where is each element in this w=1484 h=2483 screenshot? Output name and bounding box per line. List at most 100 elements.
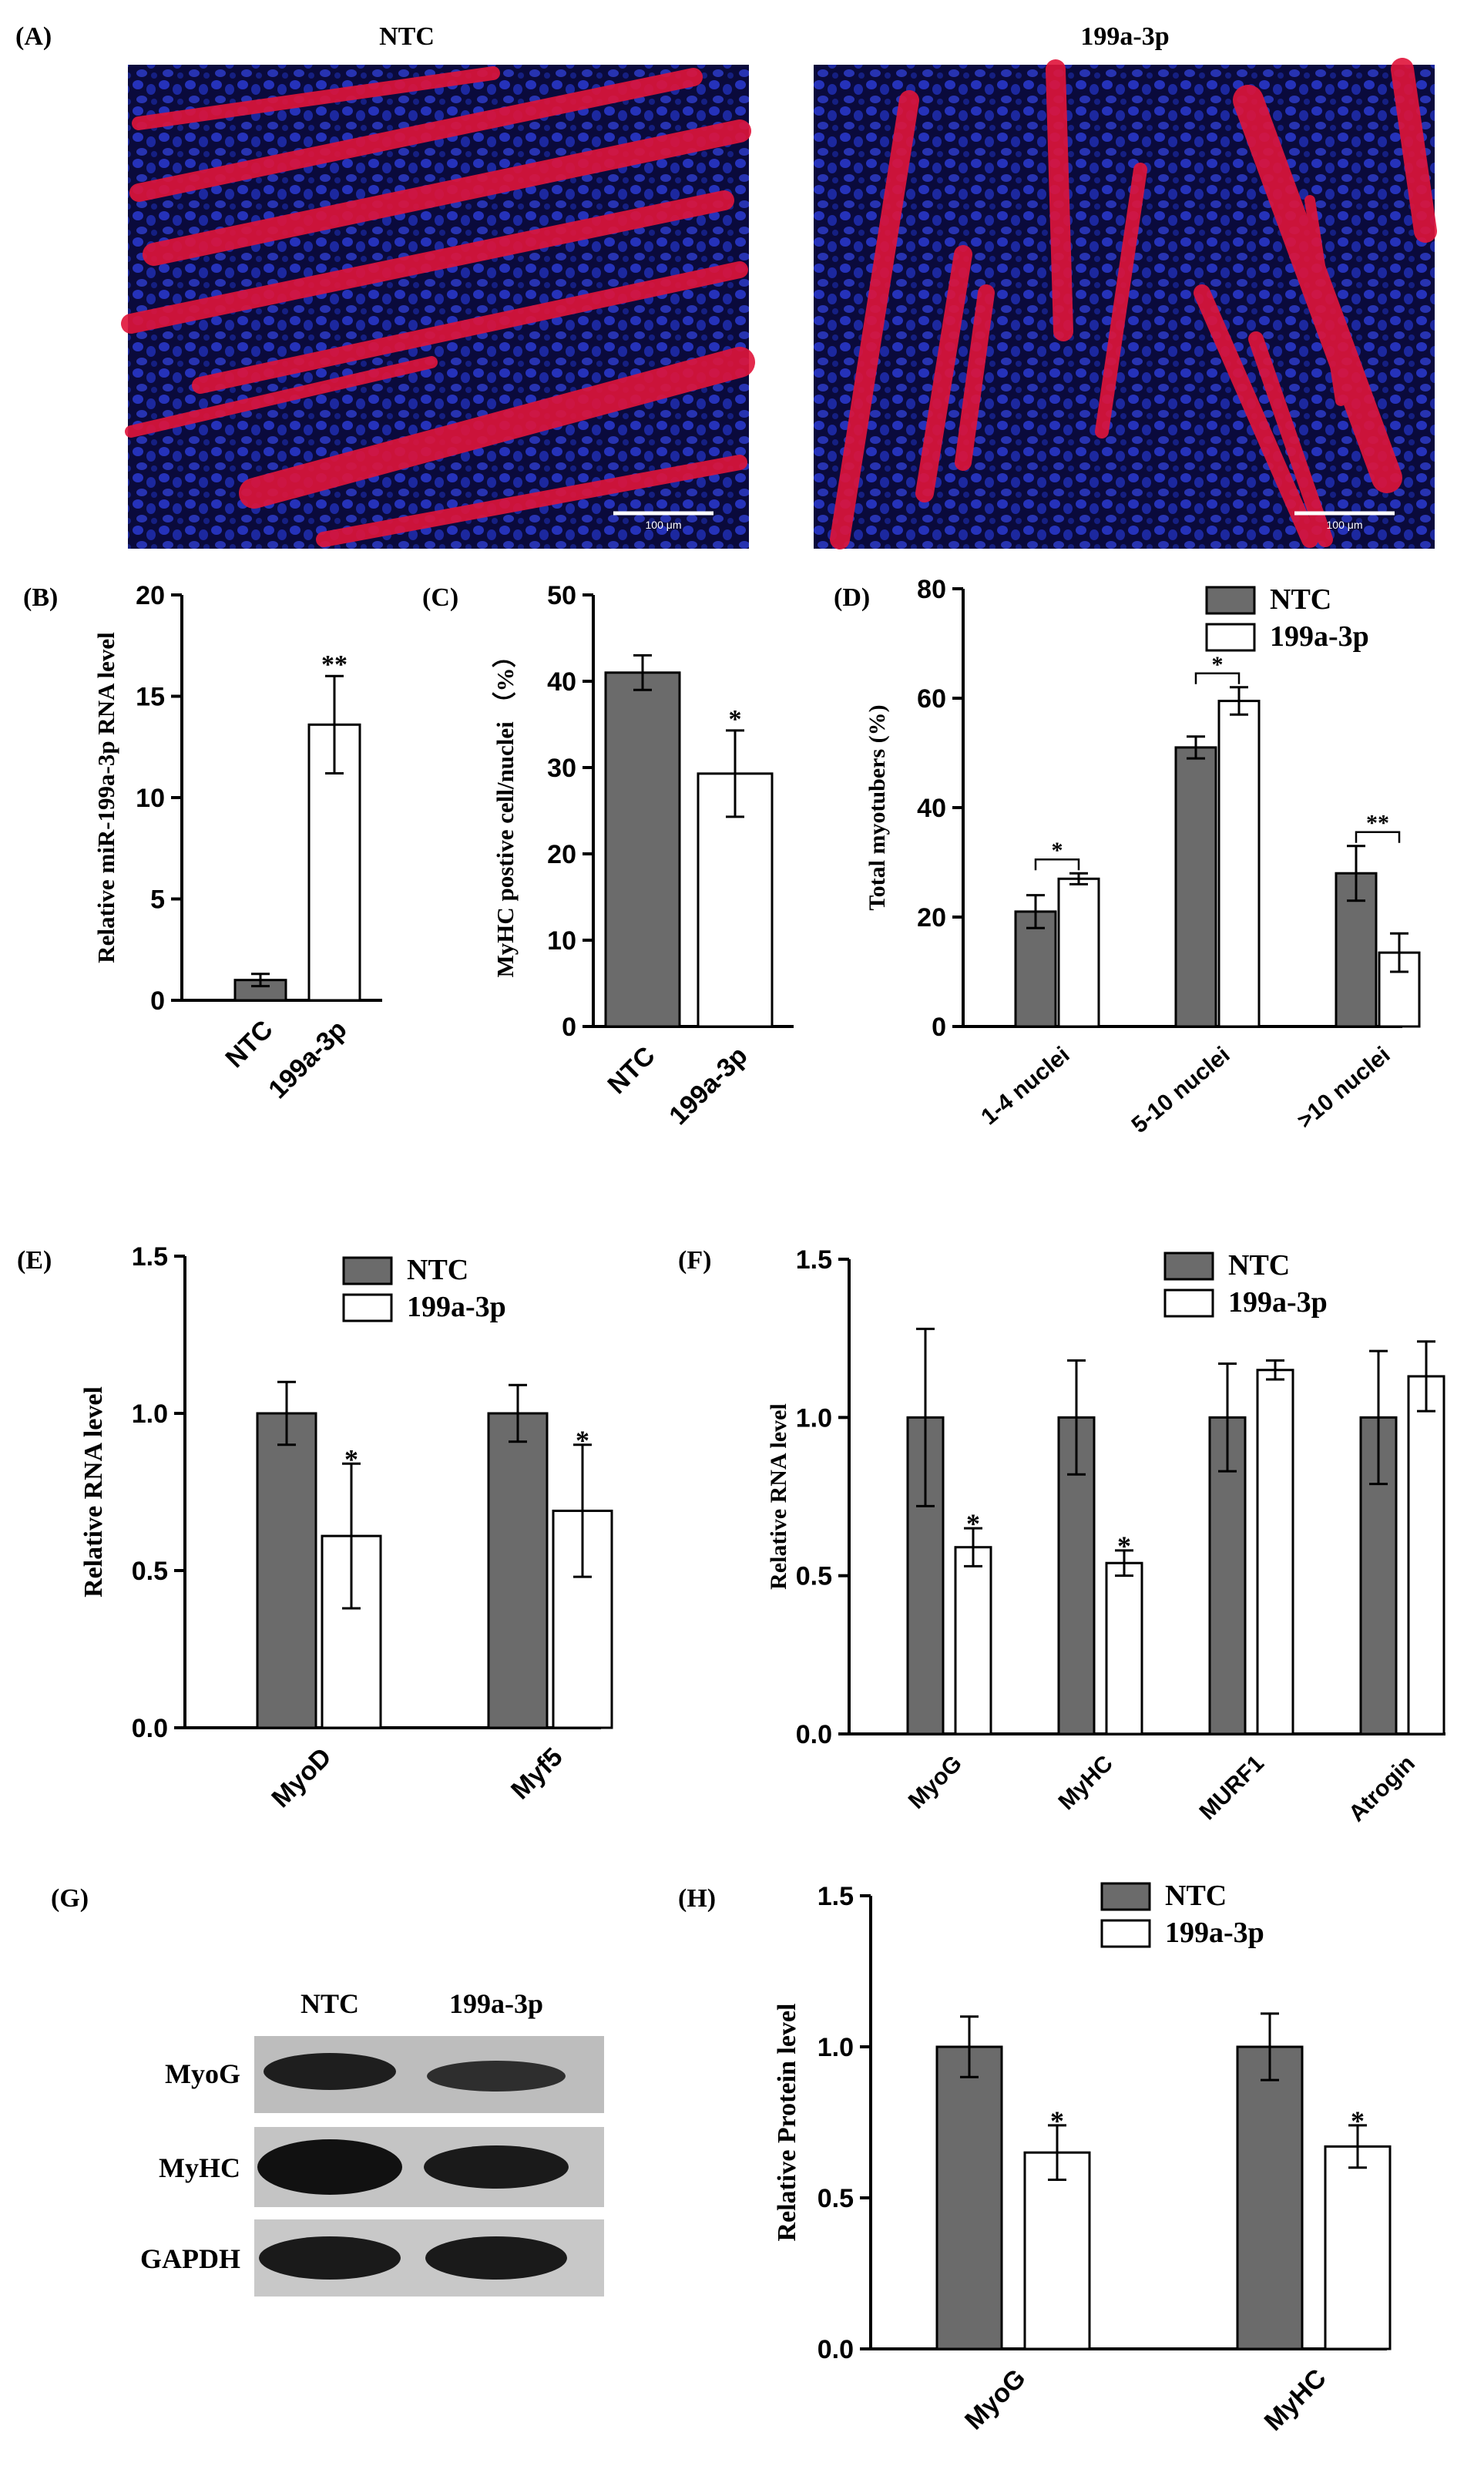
chart-h-legend-199a: 199a-3p [1165,1917,1264,1949]
chart-d-bar-ntc [1174,746,1217,1028]
chart-c-xtick-label: 199a-3p [663,1041,753,1131]
chart-f-xtick-label: MyHC [1054,1751,1118,1815]
chart-h-bar-ntc [935,2045,1003,2350]
chart-h-ytick-label: 0.0 [818,2335,854,2364]
chart-e-bar-ntc [487,1412,549,1729]
chart-d-ylabel: Total myotubers (%) [865,704,890,910]
chart-e-ytick-label: 1.5 [132,1242,168,1272]
chart-h-significance: * [1351,2105,1365,2136]
chart-c-bar [604,671,681,1028]
chart-d-ytick-label: 80 [917,575,946,604]
chart-d-significance: ** [1366,811,1389,836]
chart-d-significance: * [1212,652,1224,677]
chart-f-xtick-label: Atrogin [1344,1751,1420,1827]
chart-f-bar-199a [1407,1375,1445,1735]
chart-e-legend-ntc: NTC [407,1254,468,1286]
micrograph-199a: 100 μm [814,58,1437,549]
blot-row-label-myhc: MyHC [159,2152,240,2183]
blot-row-label-gapdh: GAPDH [140,2243,240,2274]
panel-a-label: (A) [15,22,52,51]
chart-b-ytick-label: 0 [150,986,165,1016]
chart-d-ytick-label: 60 [917,684,946,714]
chart-h-bar-199a [1023,2151,1091,2350]
chart-e-xtick-label: MyoD [266,1742,337,1813]
blot-row-label-myog: MyoG [165,2058,240,2089]
panel-g-label: (G) [51,1884,89,1913]
panel-b-label: (B) [23,583,58,612]
panel-h-label: (H) [678,1884,716,1913]
chart-d-legend-swatch-199a [1205,623,1256,652]
micrograph-ntc: 100 μm [121,65,755,549]
chart-f-legend-199a: 199a-3p [1228,1286,1328,1319]
chart-h-xtick-label: MyoG [959,2364,1032,2436]
panel-f-label: (F) [678,1246,711,1275]
chart-d-xtick-label: 5-10 nuclei [1126,1042,1234,1138]
chart-e-legend-swatch-199a [342,1293,393,1322]
chart-d-bracket [1194,672,1241,684]
chart-e-legend-swatch-ntc [342,1256,393,1285]
blot-row-gapdh: GAPDH [140,2219,604,2297]
chart-f-legend-ntc: NTC [1228,1249,1290,1282]
chart-b-ylabel: Relative miR-199a-3p RNA level [92,632,119,963]
chart-h-ytick-label: 1.0 [818,2033,854,2062]
chart-c-ylabel: MyHC postive cell/nuclei （%） [492,643,519,977]
blot-row-myog: MyoG [165,2036,604,2113]
chart-f-ytick-label: 1.0 [796,1403,832,1433]
scalebar-left-label: 100 μm [646,519,682,531]
chart-e-ytick-label: 0.5 [132,1557,168,1586]
chart-d-ytick-label: 0 [932,1013,946,1042]
chart-e-ytick-label: 0.0 [132,1714,168,1743]
chart-h-legend-ntc: NTC [1165,1880,1227,1912]
chart-c-ytick-label: 20 [547,840,576,869]
panel-a-right-title: 199a-3p [1080,22,1169,51]
chart-c-ytick-label: 50 [547,581,576,610]
chart-h-bar-199a [1324,2145,1392,2350]
chart-b-ytick-label: 20 [136,581,165,610]
chart-f-ytick-label: 0.5 [796,1562,832,1591]
chart-e-bar-ntc [256,1412,317,1729]
chart-f-xtick-label: MURF1 [1195,1751,1269,1825]
panel-d-label: (D) [834,583,870,612]
chart-d-xtick-label: 1-4 nuclei [976,1042,1074,1130]
chart-f-ytick-label: 1.5 [796,1245,832,1275]
panel-a-left-title: NTC [379,22,435,51]
chart-h-xtick-label: MyHC [1259,2364,1332,2437]
chart-f-legend-swatch-ntc [1163,1252,1214,1281]
chart-e-significance: * [576,1425,589,1456]
chart-d-bracket [1034,858,1080,871]
chart-f-significance: * [1117,1530,1131,1561]
chart-b-xtick-label: NTC [220,1015,278,1074]
chart-f-bar-199a [1105,1561,1143,1735]
chart-d-bar-199a [1217,700,1261,1028]
chart-h-ytick-label: 1.5 [818,1882,854,1911]
chart-d-ytick-label: 40 [917,794,946,823]
scalebar-right-label: 100 μm [1327,519,1363,531]
chart-c-ytick-label: 0 [562,1013,576,1042]
chart-b-ytick-label: 10 [136,784,165,813]
blot-row-myhc: MyHC [159,2127,604,2207]
chart-h-legend-swatch-ntc [1100,1882,1151,1911]
chart-h-ytick-label: 0.5 [818,2184,854,2213]
chart-f-significance: * [966,1508,980,1539]
chart-d-legend-199a: 199a-3p [1270,620,1369,653]
blot-col-ntc: NTC [300,1988,359,2019]
chart-c-significance: * [729,705,742,734]
chart-f-xtick-label: MyoG [904,1751,967,1814]
chart-c-ytick-label: 40 [547,667,576,697]
chart-e-significance: * [344,1443,358,1474]
chart-b-ytick-label: 15 [136,683,165,712]
chart-d-bar-199a [1057,877,1100,1028]
chart-e-xtick-label: Myf5 [505,1742,569,1806]
chart-b-ytick-label: 5 [150,885,165,915]
chart-h-significance: * [1050,2105,1064,2136]
chart-d-bracket [1355,831,1401,843]
chart-c-ytick-label: 10 [547,926,576,956]
chart-d-ytick-label: 20 [917,903,946,932]
panel-c-label: (C) [422,583,458,612]
chart-f-bar-199a [1256,1369,1294,1735]
chart-f-legend-swatch-199a [1163,1289,1214,1318]
chart-d-xtick-label: >10 nuclei [1293,1042,1395,1134]
chart-f-ylabel: Relative RNA level [766,1403,791,1590]
chart-f-bar-199a [954,1546,992,1735]
